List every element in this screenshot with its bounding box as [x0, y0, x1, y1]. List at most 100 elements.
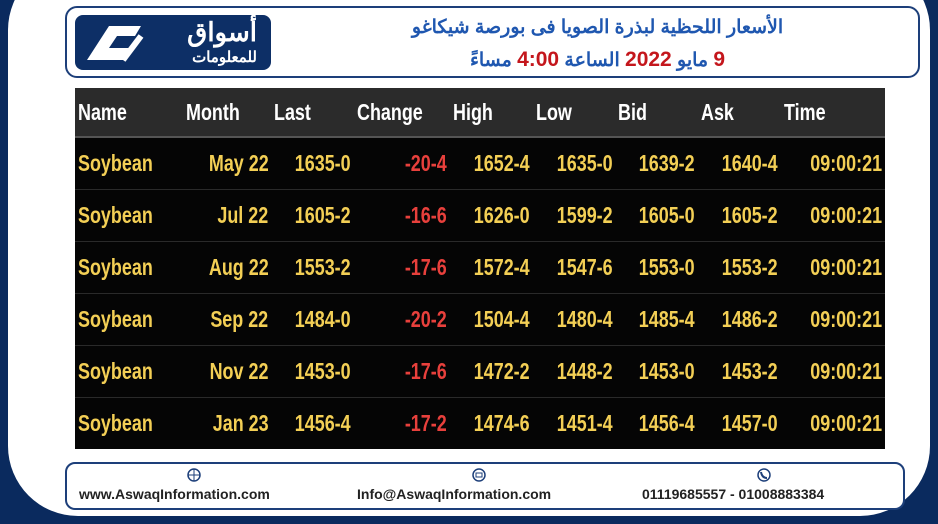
- day: 9: [713, 48, 726, 71]
- table-cell: 1486-2: [697, 293, 781, 346]
- table-cell: -17-6: [354, 241, 451, 294]
- cell-text: Sep 22: [210, 306, 269, 332]
- month: مايو: [677, 50, 709, 71]
- column-header: Time: [780, 88, 885, 138]
- cell-text: 1599-2: [556, 202, 613, 228]
- table-cell: 1485-4: [615, 293, 698, 346]
- column-header-text: High: [453, 98, 494, 125]
- cell-text: 1485-4: [639, 306, 695, 332]
- cell-text: 1456-4: [639, 410, 695, 436]
- table-cell: 09:00:21: [780, 397, 885, 449]
- table-cell: 1553-2: [271, 241, 355, 294]
- column-header-text: Month: [186, 98, 241, 125]
- cell-text: Soybean: [78, 410, 153, 436]
- cell-text: Aug 22: [208, 254, 269, 280]
- table-cell: 1553-2: [697, 241, 781, 294]
- table-cell: 1456-4: [271, 397, 355, 449]
- table-cell: 1547-6: [532, 241, 616, 294]
- logo-icon: [87, 26, 144, 62]
- cell-text: 1480-4: [556, 306, 613, 332]
- price-table: Name Month Last Change High Low Bid Ask Time Soyb…: [75, 88, 885, 449]
- time: 4:00: [517, 48, 560, 71]
- table-cell: Soybean: [75, 293, 184, 346]
- table-cell: Sep 22: [183, 293, 272, 346]
- cell-text: Soybean: [78, 358, 153, 384]
- table-cell: 1639-2: [615, 136, 698, 190]
- table-cell: Soybean: [75, 345, 184, 398]
- cell-text: 1652-4: [473, 150, 530, 176]
- cell-text: 1504-4: [473, 306, 530, 332]
- cell-text: 1486-2: [721, 306, 778, 332]
- table-cell: Jul 22: [183, 189, 272, 242]
- cell-text: -17-6: [405, 358, 448, 384]
- cell-text: Soybean: [78, 306, 153, 332]
- cell-text: May 22: [208, 150, 269, 176]
- column-header-text: Bid: [618, 98, 648, 125]
- header: أسواق للمعلومات الأسعار اللحظية لبذرة ال…: [65, 6, 920, 78]
- cell-text: -17-6: [405, 254, 448, 280]
- table-cell: -17-6: [354, 345, 451, 398]
- table-cell: 1605-0: [615, 189, 698, 242]
- table-cell: 1448-2: [532, 345, 616, 398]
- cell-text: 1456-4: [295, 410, 352, 436]
- table-cell: 1635-0: [532, 136, 616, 190]
- header-row: Name Month Last Change High Low Bid Ask Time: [75, 88, 885, 138]
- logo-name: أسواق: [187, 17, 257, 47]
- cell-text: 1605-2: [721, 202, 778, 228]
- column-header-text: Change: [357, 98, 423, 125]
- cell-text: 09:00:21: [810, 150, 882, 176]
- column-header-text: Time: [783, 98, 826, 125]
- cell-text: Soybean: [78, 202, 153, 228]
- phone-icon: [757, 468, 771, 482]
- table-cell: 09:00:21: [780, 241, 885, 294]
- time-label: الساعة: [564, 50, 620, 71]
- table-cell: 1605-2: [697, 189, 781, 242]
- column-header-text: Ask: [700, 98, 734, 125]
- cell-text: -17-2: [405, 410, 448, 436]
- cell-text: 1553-2: [721, 254, 778, 280]
- email-text: Info@AswaqInformation.com: [357, 486, 552, 502]
- cell-text: 1605-0: [639, 202, 695, 228]
- table-cell: 1480-4: [532, 293, 616, 346]
- table-body: Soybean May 22 1635-0 -20-4 1652-4 1635-0 1639…: [75, 136, 885, 449]
- cell-text: -20-4: [405, 150, 448, 176]
- globe-icon: [187, 468, 201, 482]
- table-cell: 1453-2: [697, 345, 781, 398]
- table-cell: 09:00:21: [780, 293, 885, 346]
- logo-subtitle: للمعلومات: [192, 49, 257, 66]
- cell-text: 1484-0: [295, 306, 352, 332]
- cell-text: 09:00:21: [810, 306, 882, 332]
- column-header: Ask: [697, 88, 781, 138]
- table-cell: Nov 22: [183, 345, 272, 398]
- mail-icon: [472, 468, 486, 482]
- table-cell: 1572-4: [450, 241, 533, 294]
- table-row: Soybean Jul 22 1605-2 -16-6 1626-0 1599-2 1605…: [75, 189, 885, 242]
- cell-text: Nov 22: [209, 358, 269, 384]
- table-row: Soybean Aug 22 1553-2 -17-6 1572-4 1547-6 1553…: [75, 241, 885, 294]
- phones: 01119685557 - 01008883384: [642, 468, 824, 502]
- table-cell: -20-2: [354, 293, 451, 346]
- column-header: High: [450, 88, 533, 138]
- website: www.AswaqInformation.com: [79, 468, 270, 502]
- column-header-text: Name: [78, 98, 127, 125]
- cell-text: 1457-0: [721, 410, 778, 436]
- footer: www.AswaqInformation.com Info@AswaqInfor…: [65, 462, 905, 510]
- table-cell: -20-4: [354, 136, 451, 190]
- table-cell: 1599-2: [532, 189, 616, 242]
- cell-text: Soybean: [78, 254, 153, 280]
- table-cell: 1652-4: [450, 136, 533, 190]
- table-cell: Soybean: [75, 397, 184, 449]
- table-cell: 1457-0: [697, 397, 781, 449]
- table-cell: May 22: [183, 136, 272, 190]
- cell-text: 1572-4: [473, 254, 530, 280]
- cell-text: 1640-4: [721, 150, 778, 176]
- column-header: Last: [271, 88, 355, 138]
- cell-text: 1639-2: [639, 150, 695, 176]
- table-cell: 1635-0: [271, 136, 355, 190]
- cell-text: 1635-0: [556, 150, 613, 176]
- table-cell: Soybean: [75, 136, 184, 190]
- table-cell: 09:00:21: [780, 136, 885, 190]
- cell-text: 1605-2: [295, 202, 352, 228]
- table-cell: 1553-0: [615, 241, 698, 294]
- period: مساءً: [469, 50, 512, 71]
